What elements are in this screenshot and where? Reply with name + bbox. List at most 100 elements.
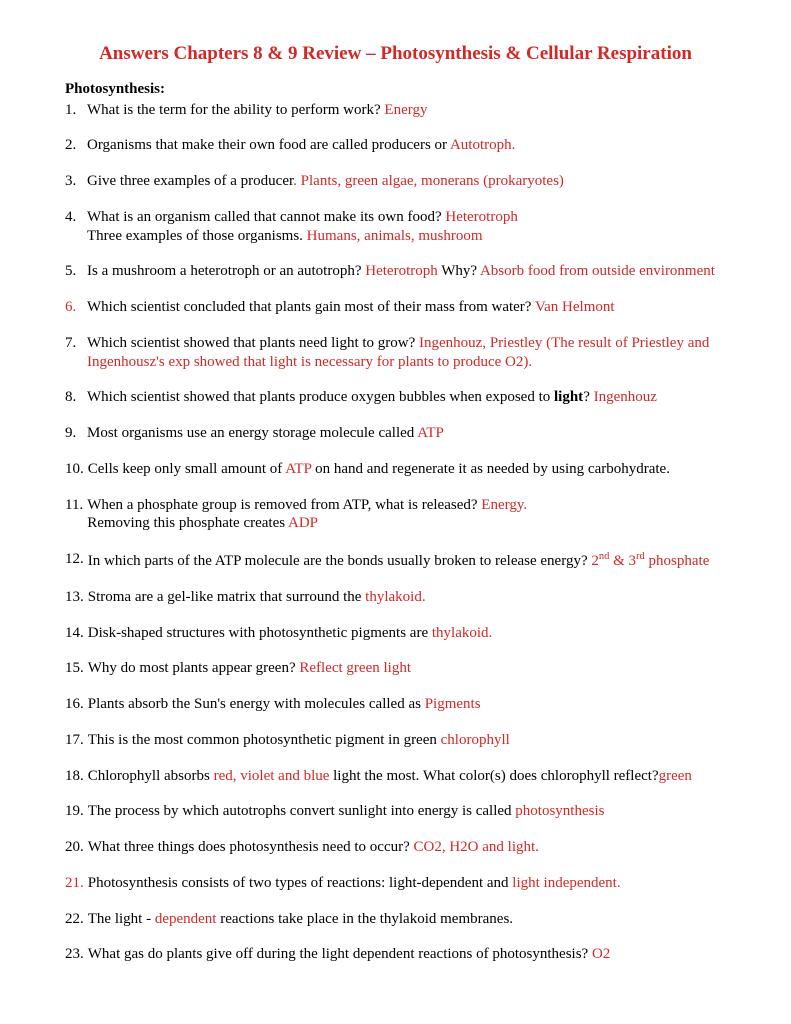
question-text: What gas do plants give off during the l…: [88, 946, 592, 962]
question-item: 10.Cells keep only small amount of ATP o…: [65, 460, 726, 479]
answer-text: ATP: [417, 425, 444, 441]
question-content: What is an organism called that cannot m…: [87, 208, 726, 246]
answer-text: Heterotroph: [365, 263, 437, 279]
question-item: 4.What is an organism called that cannot…: [65, 208, 726, 246]
question-text: What is the term for the ability to perf…: [87, 102, 384, 118]
question-text: Most organisms use an energy storage mol…: [87, 425, 417, 441]
answer-text: ATP: [285, 461, 311, 477]
question-text: ?: [583, 389, 593, 405]
question-item: 7.Which scientist showed that plants nee…: [65, 334, 726, 372]
question-content: The process by which autotrophs convert …: [88, 802, 726, 821]
question-item: 19.The process by which autotrophs conve…: [65, 802, 726, 821]
answer-text: . Plants, green algae, monerans (prokary…: [293, 173, 564, 189]
question-item: 5.Is a mushroom a heterotroph or an auto…: [65, 262, 726, 281]
question-list: 1.What is the term for the ability to pe…: [65, 101, 726, 965]
question-item: 3.Give three examples of a producer. Pla…: [65, 172, 726, 191]
question-number: 6.: [65, 298, 87, 317]
question-number: 22.: [65, 910, 88, 929]
question-content: Which scientist showed that plants produ…: [87, 388, 726, 407]
question-text: The light -: [88, 911, 155, 927]
question-number: 7.: [65, 334, 87, 372]
question-content: Stroma are a gel-like matrix that surrou…: [88, 588, 726, 607]
question-item: 14.Disk-shaped structures with photosynt…: [65, 624, 726, 643]
question-number: 12.: [65, 550, 88, 571]
question-number: 21.: [65, 874, 88, 893]
answer-text: chlorophyll: [441, 732, 510, 748]
question-number: 15.: [65, 659, 88, 678]
question-text: Why do most plants appear green?: [88, 660, 300, 676]
question-content: When a phosphate group is removed from A…: [87, 496, 726, 534]
answer-text: phosphate: [645, 553, 710, 569]
question-text: Cells keep only small amount of: [88, 461, 285, 477]
question-item: 17.This is the most common photosyntheti…: [65, 731, 726, 750]
question-content: Most organisms use an energy storage mol…: [87, 424, 726, 443]
question-text: This is the most common photosynthetic p…: [88, 732, 441, 748]
question-number: 20.: [65, 838, 88, 857]
question-number: 3.: [65, 172, 87, 191]
question-item: 13.Stroma are a gel-like matrix that sur…: [65, 588, 726, 607]
question-number: 19.: [65, 802, 88, 821]
question-number: 13.: [65, 588, 88, 607]
question-number: 2.: [65, 136, 87, 155]
question-content: Photosynthesis consists of two types of …: [88, 874, 726, 893]
answer-text: O2: [592, 946, 610, 962]
question-text: reactions take place in the thylakoid me…: [216, 911, 513, 927]
answer-text: & 3: [609, 553, 636, 569]
question-text: Is a mushroom a heterotroph or an autotr…: [87, 263, 365, 279]
question-number: 11.: [65, 496, 87, 534]
question-text: on hand and regenerate it as needed by u…: [311, 461, 670, 477]
answer-text: 2: [591, 553, 599, 569]
question-number: 17.: [65, 731, 88, 750]
question-item: 18.Chlorophyll absorbs red, violet and b…: [65, 767, 726, 786]
question-content: Which scientist showed that plants need …: [87, 334, 726, 372]
question-item: 12.In which parts of the ATP molecule ar…: [65, 550, 726, 571]
question-number: 9.: [65, 424, 87, 443]
question-number: 8.: [65, 388, 87, 407]
question-item: 6.Which scientist concluded that plants …: [65, 298, 726, 317]
question-text: What is an organism called that cannot m…: [87, 209, 445, 225]
question-text: What three things does photosynthesis ne…: [88, 839, 414, 855]
answer-text: Ingenhouz: [594, 389, 657, 405]
question-text: Which scientist concluded that plants ga…: [87, 299, 535, 315]
question-text: Why?: [438, 263, 480, 279]
question-item: 20.What three things does photosynthesis…: [65, 838, 726, 857]
answer-text: Reflect green light: [299, 660, 411, 676]
question-number: 18.: [65, 767, 88, 786]
question-text: Stroma are a gel-like matrix that surrou…: [88, 589, 365, 605]
answer-text: Energy: [384, 102, 427, 118]
bold-text: light: [554, 389, 583, 405]
question-text: Which scientist showed that plants produ…: [87, 389, 554, 405]
answer-text: Pigments: [425, 696, 481, 712]
answer-text: Absorb food from outside environment: [480, 263, 715, 279]
answer-text: Heterotroph: [445, 209, 517, 225]
question-content: Cells keep only small amount of ATP on h…: [88, 460, 726, 479]
question-text: Removing this phosphate creates: [87, 515, 288, 531]
section-heading: Photosynthesis:: [65, 80, 726, 99]
question-content: Chlorophyll absorbs red, violet and blue…: [88, 767, 726, 786]
question-text: light the most. What color(s) does chlor…: [329, 768, 658, 784]
page-title: Answers Chapters 8 & 9 Review – Photosyn…: [65, 42, 726, 66]
question-content: Disk-shaped structures with photosynthet…: [88, 624, 726, 643]
question-text: Plants absorb the Sun's energy with mole…: [88, 696, 425, 712]
answer-text: green: [659, 768, 692, 784]
answer-superscript: nd: [599, 551, 610, 562]
question-content: What gas do plants give off during the l…: [88, 945, 726, 964]
question-content: Give three examples of a producer. Plant…: [87, 172, 726, 191]
question-content: Organisms that make their own food are c…: [87, 136, 726, 155]
question-item: 16.Plants absorb the Sun's energy with m…: [65, 695, 726, 714]
question-item: 8.Which scientist showed that plants pro…: [65, 388, 726, 407]
question-item: 23.What gas do plants give off during th…: [65, 945, 726, 964]
question-number: 16.: [65, 695, 88, 714]
question-text: Organisms that make their own food are c…: [87, 137, 450, 153]
question-number: 1.: [65, 101, 87, 120]
question-content: Why do most plants appear green? Reflect…: [88, 659, 726, 678]
question-content: What is the term for the ability to perf…: [87, 101, 726, 120]
question-content: In which parts of the ATP molecule are t…: [88, 550, 726, 571]
question-item: 15.Why do most plants appear green? Refl…: [65, 659, 726, 678]
answer-text: CO2, H2O and light.: [414, 839, 539, 855]
question-content: What three things does photosynthesis ne…: [88, 838, 726, 857]
answer-text: Van Helmont: [535, 299, 615, 315]
answer-text: thylakoid.: [432, 625, 492, 641]
question-text: Give three examples of a producer: [87, 173, 293, 189]
answer-text: ADP: [288, 515, 318, 531]
